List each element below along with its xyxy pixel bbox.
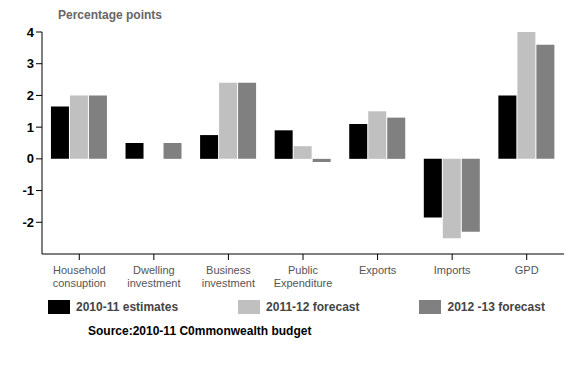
- svg-text:2: 2: [27, 88, 34, 103]
- svg-text:-2: -2: [22, 215, 34, 230]
- svg-text:Householdconsuption: Householdconsuption: [53, 264, 106, 289]
- svg-text:-1: -1: [22, 183, 34, 198]
- svg-text:Imports: Imports: [434, 264, 471, 276]
- html-text:2011-12 forecast: 2011-12 forecast: [266, 300, 360, 314]
- svg-text:GPD: GPD: [515, 264, 539, 276]
- html-text:Percentage points: Percentage points: [58, 8, 162, 22]
- svg-text:PublicExpenditure: PublicExpenditure: [274, 264, 333, 289]
- svg-text:0: 0: [27, 151, 34, 166]
- svg-text:3: 3: [27, 56, 34, 71]
- svg-text:Exports: Exports: [359, 264, 397, 276]
- html-text:2012 -13 forecast: 2012 -13 forecast: [447, 300, 545, 314]
- html-text:Source:2010-11 C0mmonwealth bu: Source:2010-11 C0mmonwealth budget: [88, 324, 312, 338]
- svg-text:1: 1: [27, 120, 34, 135]
- html-text:2010-11 estimates: 2010-11 estimates: [76, 300, 179, 314]
- svg-text:4: 4: [27, 25, 35, 40]
- svg-text:Dwellinginvestment: Dwellinginvestment: [127, 264, 180, 289]
- svg-text:Businessinvestment: Businessinvestment: [202, 264, 255, 289]
